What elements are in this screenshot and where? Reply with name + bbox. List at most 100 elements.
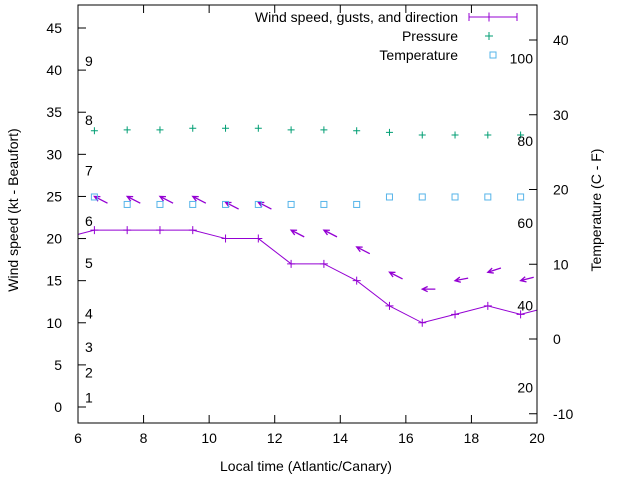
pressure-point — [517, 131, 525, 139]
wind-speed-point — [221, 234, 230, 243]
legend-swatch-wind — [468, 12, 518, 22]
wind-speed-point — [90, 226, 99, 235]
wind-speed-point — [451, 310, 460, 319]
legend-label-wind: Wind speed, gusts, and direction — [255, 9, 458, 25]
wind-speed-point — [483, 301, 492, 310]
beaufort-label: 3 — [85, 339, 93, 355]
temperature-point — [287, 200, 295, 208]
wind-direction-arrow — [519, 276, 534, 283]
x-tick-label: 16 — [398, 430, 414, 446]
wind-speed-point — [254, 234, 263, 243]
x-tick-label: 8 — [140, 430, 148, 446]
wind-speed-point — [287, 259, 296, 268]
y-tick-label: 30 — [46, 146, 62, 162]
temperature-point — [484, 193, 492, 201]
wind-speed-point — [418, 318, 427, 327]
temperature-point — [156, 200, 164, 208]
pressure-point — [123, 126, 131, 134]
temperature-point — [222, 200, 230, 208]
y-tick-label: 35 — [46, 104, 62, 120]
y2-axis-label: Temperature (C - F) — [588, 149, 604, 272]
pressure-point — [156, 126, 164, 134]
fahrenheit-label: 20 — [517, 380, 533, 396]
pressure-point — [320, 126, 328, 134]
y-tick-label: 25 — [46, 188, 62, 204]
x-tick-label: 10 — [201, 430, 217, 446]
temperature-point — [189, 200, 197, 208]
wind-direction-arrow — [191, 195, 207, 204]
y-tick-label: 40 — [46, 62, 62, 78]
y-tick-label: 20 — [46, 231, 62, 247]
pressure-point — [353, 127, 361, 135]
wind-direction-arrow — [158, 195, 174, 204]
legend-swatch-pressure — [485, 32, 493, 40]
temperature-point — [418, 193, 426, 201]
wind-direction-arrow — [388, 271, 403, 280]
y-tick-label: 10 — [46, 315, 62, 331]
legend-label-temperature: Temperature — [379, 47, 458, 63]
beaufort-label: 9 — [85, 53, 93, 69]
y2-tick-label: 0 — [553, 331, 561, 347]
wind-direction-arrow — [453, 276, 469, 283]
chart-marks — [77, 124, 538, 327]
x-tick-label: 18 — [464, 430, 480, 446]
y-tick-label: 0 — [54, 399, 62, 415]
wind-direction-arrow — [322, 229, 338, 238]
temperature-point — [320, 200, 328, 208]
fahrenheit-label: 80 — [517, 133, 533, 149]
pressure-point — [451, 131, 459, 139]
pressure-point — [254, 124, 262, 132]
legend: Wind speed, gusts, and direction Pressur… — [255, 9, 518, 63]
temperature-point — [123, 200, 131, 208]
pressure-point — [385, 128, 393, 136]
temperature-point — [353, 200, 361, 208]
x-tick-label: 14 — [332, 430, 348, 446]
wind-speed-point — [155, 226, 164, 235]
fahrenheit-label: 60 — [517, 215, 533, 231]
pressure-point — [222, 124, 230, 132]
beaufort-label: 2 — [85, 364, 93, 380]
wind-speed-point — [123, 226, 132, 235]
y-axis-label: Wind speed (kt - Beaufort) — [5, 128, 21, 291]
wind-direction-arrow — [256, 201, 272, 210]
wind-direction-arrow — [125, 195, 141, 204]
x-axis-label: Local time (Atlantic/Canary) — [220, 458, 392, 474]
temperature-point — [385, 193, 393, 201]
pressure-point — [189, 124, 197, 132]
wind-speed-point — [352, 276, 361, 285]
axis-ticks: 6 8 10 12 14 16 18 20051015202530354045-1001020… — [46, 5, 573, 446]
wind-speed-line — [77, 229, 538, 324]
wind-speed-point — [385, 301, 394, 310]
wind-direction-arrow — [486, 267, 502, 274]
wind-speed-point — [188, 226, 197, 235]
y2-tick-label: 10 — [553, 256, 569, 272]
pressure-point — [90, 127, 98, 135]
y2-tick-label: 40 — [553, 32, 569, 48]
temperature-point — [517, 193, 525, 201]
y-tick-label: 15 — [46, 273, 62, 289]
beaufort-label: 6 — [85, 213, 93, 229]
wind-speed-point — [319, 259, 328, 268]
beaufort-label: 7 — [85, 162, 93, 178]
plot-frame — [77, 4, 538, 424]
beaufort-label: 1 — [85, 390, 93, 406]
temperature-point — [451, 193, 459, 201]
y-tick-label: 5 — [54, 357, 62, 373]
x-tick-label: 20 — [529, 430, 545, 446]
beaufort-label: 5 — [85, 255, 93, 271]
wind-direction-arrow — [224, 201, 239, 210]
temperature-point — [254, 200, 262, 208]
beaufort-label: 8 — [85, 112, 93, 128]
beaufort-label: 4 — [85, 306, 93, 322]
pressure-point — [484, 131, 492, 139]
wind-direction-arrow — [420, 285, 436, 293]
pressure-point — [287, 126, 295, 134]
pressure-point — [418, 131, 426, 139]
fahrenheit-label: 100 — [510, 51, 534, 67]
wind-direction-arrow — [289, 229, 305, 238]
fahrenheit-label: 40 — [517, 297, 533, 313]
legend-swatch-temperature — [489, 51, 497, 59]
wind-speed-point — [516, 310, 525, 319]
legend-label-pressure: Pressure — [402, 28, 458, 44]
